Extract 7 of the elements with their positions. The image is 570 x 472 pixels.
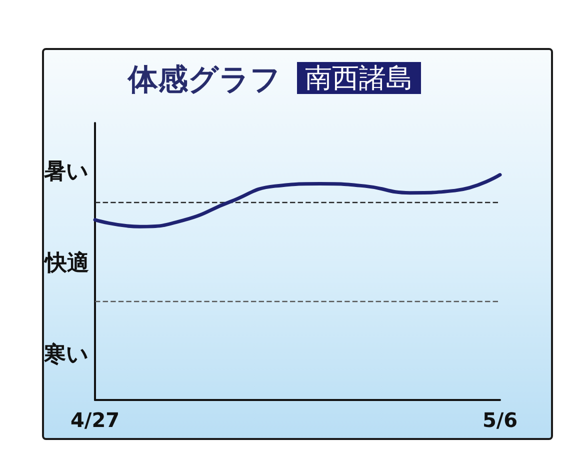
x-tick-label: 4/27 (70, 408, 120, 432)
text: 暑い (43, 160, 89, 184)
x-tick-label: 5/6 (482, 408, 518, 432)
text: 快適 (43, 250, 89, 276)
chart-subtitle: 南西諸島 (305, 63, 413, 94)
text: 寒い (43, 342, 89, 368)
chart-title: 体感グラフ (127, 62, 281, 98)
